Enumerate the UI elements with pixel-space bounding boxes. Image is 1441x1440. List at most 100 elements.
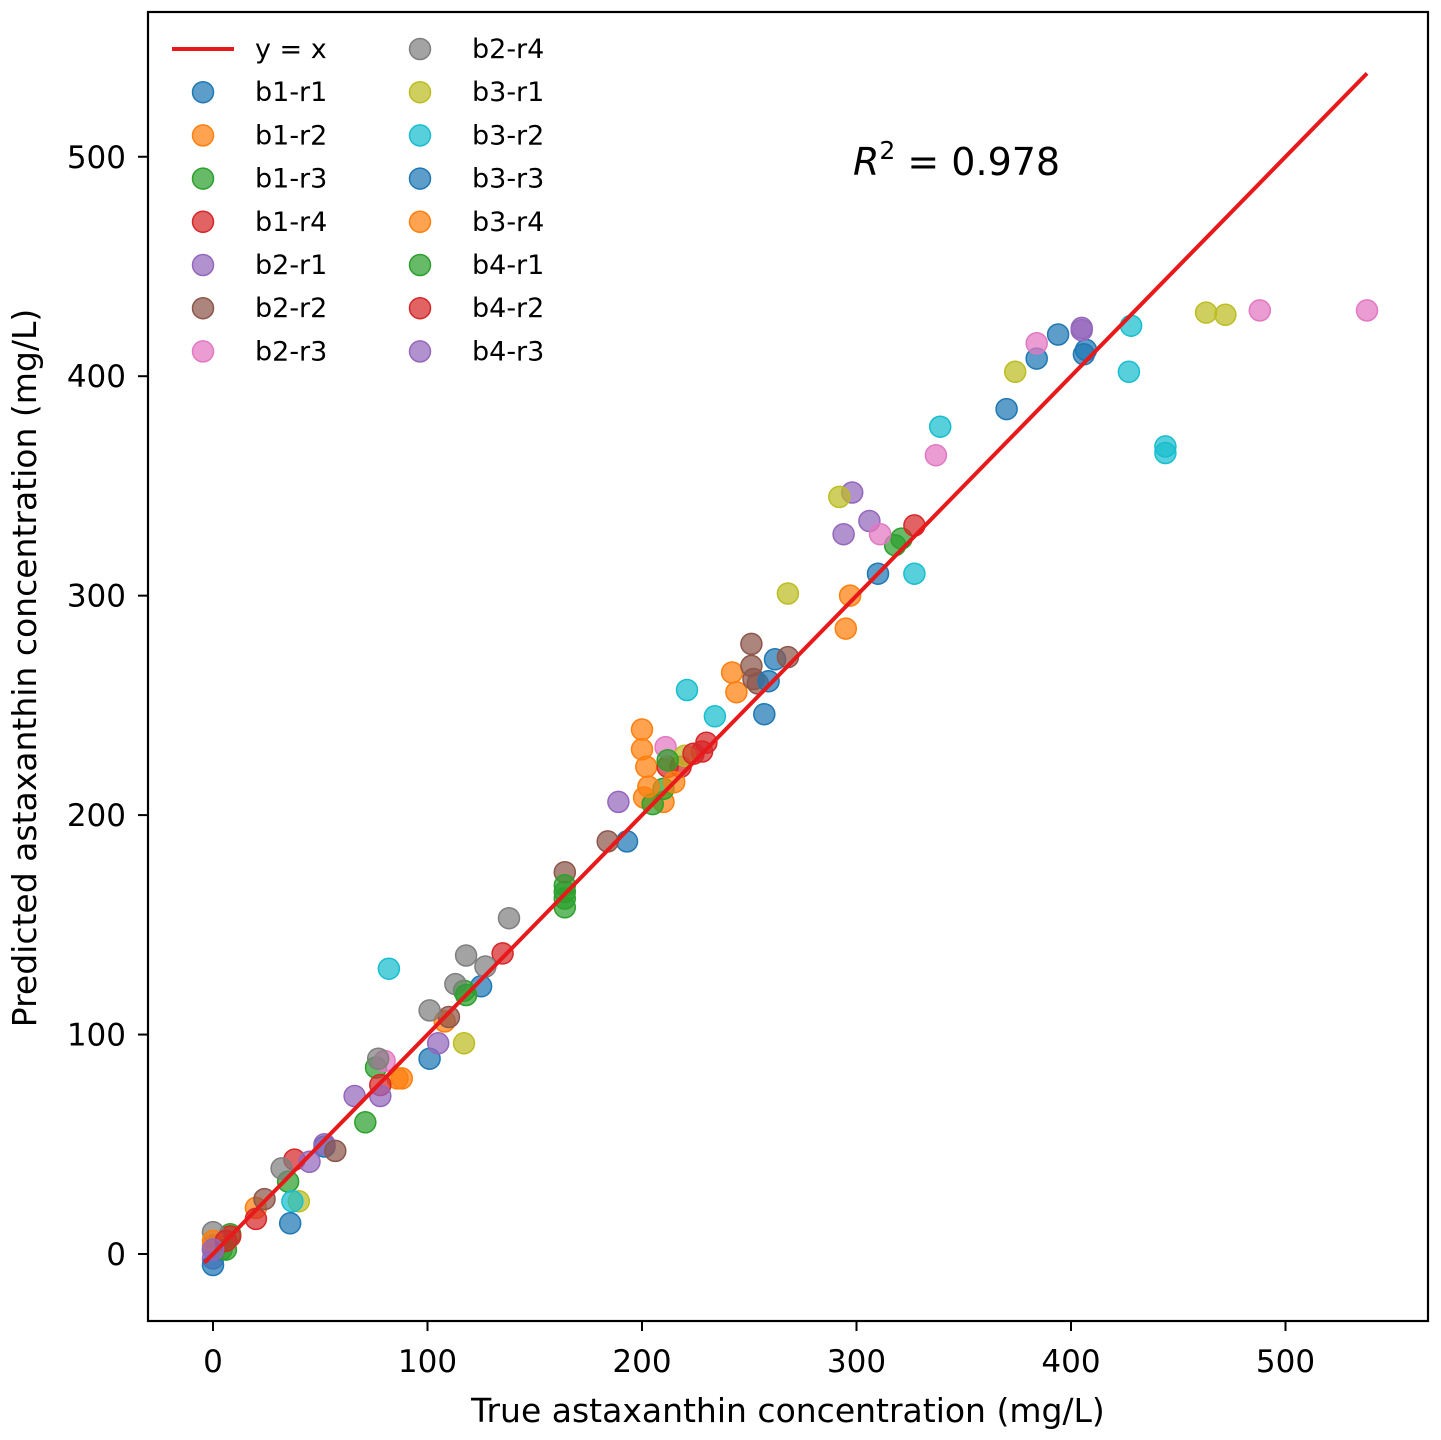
data-point-b2-r3	[1355, 299, 1379, 322]
data-point-b4-r3	[201, 1238, 225, 1261]
data-point-b3-r2	[1154, 441, 1177, 465]
data-point-b1-r2	[725, 680, 748, 704]
data-point-b2-r1	[298, 1150, 321, 1174]
data-point-b2-r2	[324, 1139, 347, 1163]
legend-marker-b1-r2	[191, 124, 215, 147]
y-tick-label: 100	[67, 1018, 126, 1054]
legend-label: b1-r3	[255, 164, 327, 195]
data-point-b1-r1	[1046, 323, 1070, 346]
x-tick-label: 500	[1256, 1344, 1315, 1380]
legend-label: b3-r4	[472, 207, 544, 238]
data-point-b2-r4	[270, 1157, 293, 1180]
legend-marker-b3-r1	[408, 80, 432, 104]
legend-marker-b1-r4	[191, 210, 215, 234]
data-point-b4-r3	[1070, 318, 1093, 342]
legend-marker-b1-r1	[191, 80, 215, 104]
x-axis-label: True astaxanthin concentration (mg/L)	[470, 1391, 1105, 1430]
y-tick-label: 0	[106, 1237, 126, 1273]
legend-label: b1-r1	[255, 77, 327, 108]
legend-marker-b2-r3	[191, 340, 215, 363]
legend-marker-b2-r1	[191, 253, 215, 277]
legend-label: b3-r1	[472, 77, 544, 108]
y-tick-label: 400	[67, 359, 126, 395]
legend-label: b2-r2	[255, 293, 327, 324]
legend-marker-b2-r4	[408, 37, 432, 61]
data-point-b1-r3	[354, 1111, 377, 1134]
legend-label: b3-r3	[472, 164, 544, 195]
r-squared-value: = 0.978	[895, 140, 1060, 184]
legend-marker-b1-r3	[191, 167, 215, 190]
legend-label: y = x	[255, 34, 327, 65]
data-point-b3-r1	[828, 485, 851, 509]
data-point-b1-r4	[491, 942, 514, 965]
plot-frame	[146, 10, 1430, 1323]
legend: y = x b1-r1 b1-r2 b1-r3 b1-r4 b2-r1 b2-r2 b2-r3…	[172, 34, 544, 367]
legend-label: b2-r3	[255, 336, 327, 367]
x-tick-label: 300	[827, 1344, 886, 1380]
r-squared-superscript: 2	[879, 136, 895, 165]
data-point-b3-r1	[1214, 303, 1237, 327]
data-point-b3-r2	[377, 957, 401, 980]
data-point-b2-r4	[366, 1047, 390, 1070]
data-point-b3-r2	[281, 1190, 304, 1213]
data-point-b3-r2	[928, 415, 952, 438]
r-squared-symbol: R	[853, 140, 879, 184]
data-point-b1-r2	[838, 584, 862, 607]
data-point-b3-r2	[703, 705, 727, 728]
data-point-b2-r4	[454, 944, 478, 967]
data-point-b1-r2	[720, 661, 744, 684]
data-point-b2-r3	[1025, 332, 1048, 355]
legend-marker-b4-r3	[408, 340, 432, 363]
legend-marker-b2-r2	[191, 296, 215, 320]
data-point-b1-r2	[630, 718, 654, 741]
data-point-b3-r4	[390, 1067, 414, 1090]
reference-line-y-equals-x	[202, 71, 1369, 1265]
legend-marker-b3-r4	[408, 210, 432, 234]
x-tick-label: 0	[203, 1344, 223, 1380]
legend-marker-b3-r2	[408, 124, 432, 147]
data-point-b3-r2	[675, 678, 699, 702]
data-point-b2-r4	[418, 999, 441, 1022]
data-point-b3-r4	[637, 775, 660, 798]
data-point-b2-r4	[497, 906, 521, 930]
y-axis-ticks: 0 100 200 300 400 500	[67, 140, 148, 1273]
data-point-b3-r1	[1003, 360, 1027, 384]
legend-label: b1-r2	[255, 120, 327, 151]
data-point-b1-r1	[753, 702, 776, 726]
data-point-b2-r3	[868, 522, 892, 546]
y-tick-label: 200	[67, 798, 126, 834]
legend-marker-b4-r2	[408, 296, 432, 320]
x-tick-label: 400	[1041, 1344, 1100, 1380]
data-point-b2-r2	[437, 1005, 461, 1029]
data-point-b4-r1	[656, 748, 679, 772]
data-point-b3-r2	[1117, 360, 1141, 384]
legend-marker-b3-r3	[408, 167, 432, 190]
data-point-b2-r3	[924, 443, 948, 467]
y-axis-label: Predicted astaxanthin concentration (mg/…	[5, 309, 44, 1027]
data-point-b2-r1	[607, 790, 630, 814]
legend-label: b4-r1	[472, 250, 544, 281]
x-tick-label: 200	[612, 1344, 671, 1380]
data-point-b3-r3	[278, 1212, 302, 1235]
data-point-b1-r2	[834, 617, 858, 640]
reference-line-group	[202, 71, 1369, 1265]
legend-label: b3-r2	[472, 120, 544, 151]
y-tick-label: 300	[67, 579, 126, 615]
data-point-b2-r2	[740, 632, 763, 656]
data-point-b1-r4	[903, 514, 926, 537]
data-point-b2-r1	[426, 1032, 450, 1055]
data-point-b3-r3	[757, 669, 780, 693]
data-point-b3-r1	[1194, 301, 1218, 324]
x-tick-label: 100	[398, 1344, 457, 1380]
data-point-b1-r1	[615, 830, 639, 853]
legend-marker-b4-r1	[408, 253, 432, 277]
data-point-b3-r2	[903, 562, 926, 585]
data-point-b1-r2	[635, 755, 658, 779]
legend-label: b2-r4	[472, 34, 544, 65]
legend-label: b4-r2	[472, 293, 544, 324]
data-point-b3-r1	[776, 582, 800, 605]
data-point-b2-r1	[832, 522, 855, 546]
r-squared-annotation: R2 = 0.978	[853, 136, 1060, 184]
legend-label: b1-r4	[255, 207, 327, 238]
